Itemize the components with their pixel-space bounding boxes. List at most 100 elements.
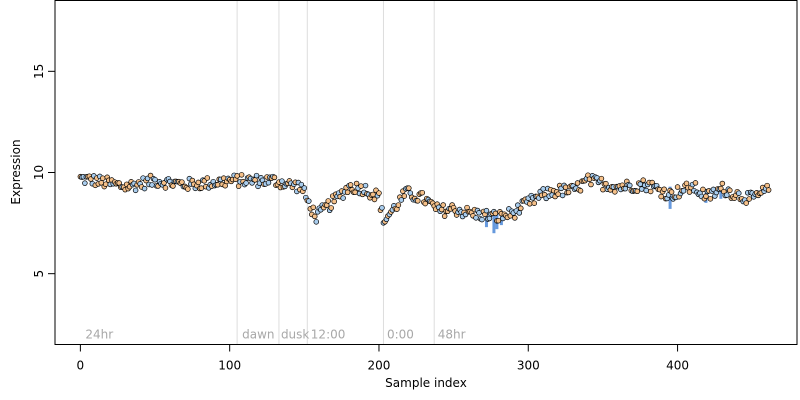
point-200 (376, 190, 382, 196)
vertical-marker-lines (236, 0, 435, 345)
point-148 (298, 181, 305, 188)
point-158 (313, 219, 320, 225)
point-157 (312, 213, 318, 220)
point-37 (132, 187, 139, 194)
point-389 (658, 193, 664, 200)
point-202 (379, 205, 385, 211)
annotation-5: 48hr (438, 327, 466, 341)
y-axis: 5 10 15 (32, 64, 56, 278)
point-168 (328, 205, 334, 211)
point-68 (179, 179, 185, 185)
data-points (77, 172, 772, 226)
annotation-labels: 24hr dawn dusk 12:00 0:00 48hr (85, 327, 465, 341)
point-391 (661, 186, 667, 193)
point-62 (170, 183, 176, 189)
annotation-1: dawn (242, 327, 274, 341)
point-130 (271, 174, 278, 181)
point-244 (441, 213, 448, 219)
point-166 (325, 198, 331, 204)
point-220 (406, 185, 412, 191)
point-349 (598, 175, 605, 182)
point-135 (279, 178, 285, 184)
point-213 (395, 202, 402, 208)
point-118 (253, 172, 260, 179)
point-231 (422, 200, 429, 207)
annotation-2: dusk (281, 327, 309, 341)
point-179 (344, 189, 351, 196)
point-72 (185, 186, 191, 192)
point-181 (347, 182, 354, 188)
annotation-3: 12:00 (311, 327, 346, 341)
point-291 (512, 215, 518, 221)
point-108 (238, 172, 245, 178)
point-304 (531, 200, 537, 206)
y-tick-label-10: 10 (32, 165, 46, 180)
point-350 (600, 186, 606, 193)
y-axis-title: Expression (9, 139, 23, 204)
point-267 (476, 210, 482, 216)
point-170 (331, 198, 337, 205)
point-185 (353, 180, 360, 187)
point-335 (577, 188, 584, 194)
point-422 (707, 196, 714, 202)
point-382 (647, 188, 654, 195)
point-188 (358, 183, 364, 189)
point-377 (640, 177, 646, 183)
point-197 (371, 196, 378, 203)
point-419 (703, 193, 709, 200)
point-48 (149, 182, 155, 188)
point-196 (370, 191, 376, 198)
point-461 (765, 187, 772, 193)
point-310 (540, 186, 546, 192)
x-axis: 0 100 200 300 400 (77, 344, 689, 373)
point-301 (527, 201, 533, 207)
point-404 (680, 188, 687, 194)
point-358 (612, 189, 618, 195)
plot-frame (54, 0, 798, 345)
point-215 (398, 197, 405, 203)
point-446 (743, 200, 749, 206)
point-294 (516, 210, 523, 216)
point-156 (310, 204, 317, 211)
y-tick-label-5: 5 (32, 270, 46, 278)
x-tick-label-400: 400 (666, 359, 689, 373)
point-435 (727, 187, 733, 194)
point-111 (243, 180, 249, 186)
point-47 (147, 172, 154, 179)
point-323 (559, 192, 566, 199)
point-81 (198, 185, 205, 191)
point-352 (603, 180, 609, 187)
annotation-0: 24hr (85, 327, 113, 341)
point-295 (518, 205, 524, 212)
point-272 (483, 207, 490, 214)
point-57 (162, 185, 169, 191)
point-15 (100, 175, 106, 181)
point-191 (362, 182, 369, 189)
x-tick-label-100: 100 (218, 359, 241, 373)
point-79 (195, 179, 202, 186)
annotation-4: 0:00 (387, 327, 414, 341)
point-265 (473, 215, 479, 221)
point-379 (643, 187, 649, 194)
x-tick-label-300: 300 (517, 359, 540, 373)
point-217 (401, 193, 408, 199)
point-50 (152, 176, 158, 183)
point-400 (674, 184, 681, 190)
point-368 (627, 182, 633, 189)
point-325 (562, 184, 569, 191)
point-3 (82, 180, 88, 186)
point-441 (736, 190, 742, 196)
point-342 (588, 181, 594, 188)
point-92 (214, 182, 221, 188)
point-184 (352, 189, 358, 196)
point-43 (141, 185, 148, 192)
point-412 (692, 180, 699, 186)
point-448 (746, 196, 752, 202)
point-373 (634, 188, 641, 195)
x-tick-label-0: 0 (77, 359, 85, 373)
point-229 (419, 189, 426, 196)
point-176 (340, 195, 346, 201)
point-85 (204, 175, 211, 181)
point-417 (700, 186, 706, 193)
